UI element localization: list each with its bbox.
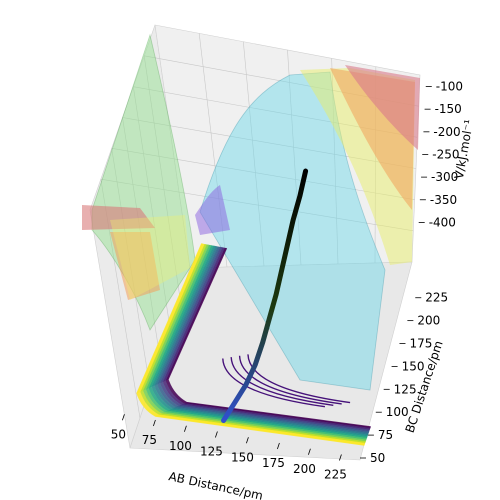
y-tick: 100 (375, 405, 409, 419)
z-tick-label: -150 (435, 102, 462, 116)
z-axis-ticks: -100 -150 -200 -250 -300 -350 -400 (418, 80, 463, 229)
surface-left-orange (110, 232, 160, 300)
x-tick-label: 50 (111, 427, 126, 441)
z-tick: -100 (425, 80, 463, 94)
contour-loop (247, 354, 351, 404)
z-tick-label: -250 (432, 147, 459, 161)
surface-yellow-lower (110, 215, 190, 300)
z-tick-label: -350 (430, 193, 457, 207)
y-axis-ticks: 50 75 100 125 150 175 200 225 (360, 291, 448, 465)
x-tick-label: 200 (293, 462, 316, 476)
x-tick: 175 (262, 442, 285, 470)
surface-purple-ridge (195, 185, 230, 235)
x-tick: 50 (111, 414, 126, 441)
x-tick-label: 75 (142, 433, 157, 447)
x-tick-label: 225 (324, 468, 347, 482)
y-tick-label: 200 (417, 314, 440, 328)
x-tick: 100 (169, 425, 192, 453)
y-tick-label: 100 (386, 405, 409, 419)
x-tick: 125 (200, 431, 223, 459)
contour-lines (136, 243, 371, 446)
trajectory-line (221, 168, 309, 424)
y-tick-label: 150 (402, 359, 425, 373)
x-tick: 225 (324, 454, 347, 482)
y-tick: 50 (360, 451, 385, 465)
y-tick-label: 225 (425, 291, 448, 305)
z-tick-label: -400 (429, 215, 456, 229)
x-tick: 200 (293, 448, 316, 476)
surface-left-red (82, 205, 155, 230)
z-tick: -400 (418, 215, 456, 229)
y-tick: 75 (367, 428, 393, 442)
x-tick-label: 100 (169, 439, 192, 453)
z-tick: -200 (423, 125, 461, 139)
contour-loop (222, 358, 326, 408)
surface-right-red (345, 65, 420, 150)
y-tick-label: 75 (378, 428, 393, 442)
z-tick-label: -100 (436, 80, 463, 94)
y-tick: 225 (415, 291, 448, 305)
y-tick-label: 175 (409, 337, 432, 351)
x-tick: 150 (231, 437, 254, 464)
x-axis-ticks: 50 75 100 125 150 175 200 225 (111, 414, 347, 482)
x-tick: 75 (142, 419, 157, 447)
z-tick: -250 (422, 147, 459, 161)
x-axis-label: AB Distance/pm (167, 469, 264, 500)
y-tick: 150 (391, 359, 425, 373)
x-tick-label: 175 (262, 456, 285, 470)
contour-loop (230, 357, 334, 406)
z-tick-label: -300 (431, 170, 458, 184)
z-tick: -350 (419, 193, 457, 207)
z-tick: -300 (421, 170, 458, 184)
x-tick-label: 150 (231, 450, 254, 464)
contour-loop (238, 355, 342, 405)
y-tick: 125 (383, 382, 417, 396)
z-tick: -150 (424, 102, 462, 116)
x-tick-label: 125 (200, 445, 223, 459)
y-tick-label: 50 (370, 451, 385, 465)
contour-line (136, 243, 365, 446)
y-tick: 200 (407, 314, 440, 328)
z-tick-label: -200 (433, 125, 460, 139)
y-tick-label: 125 (394, 382, 417, 396)
y-tick: 175 (399, 337, 432, 351)
